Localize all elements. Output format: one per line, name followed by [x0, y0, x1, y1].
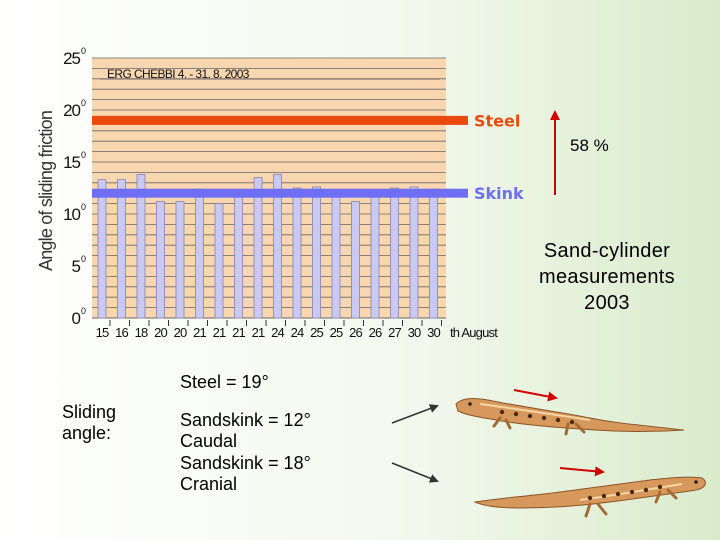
bar: [97, 179, 107, 319]
bar: [195, 188, 204, 319]
chart-title: ERG CHEBBI 4. - 31. 8. 2003: [107, 67, 250, 81]
y-tick-label: 5: [72, 257, 81, 276]
bar: [273, 174, 282, 319]
arrow-icon: [391, 404, 439, 424]
y-tick-label: 15: [63, 153, 80, 172]
arrow-icon: [391, 462, 439, 483]
reference-line-steel: [92, 115, 468, 125]
y-ticks: 0 05 010 015 020 025 0: [63, 46, 86, 328]
reference-line-skink: [92, 188, 468, 198]
x-tick-label: 18: [135, 325, 148, 340]
bar: [117, 179, 126, 319]
bar: [390, 187, 399, 319]
bar: [331, 190, 341, 319]
delta-annotation: 58 %: [570, 136, 609, 155]
y-tick-superscript: 0: [81, 202, 86, 212]
reference-label-steel: Steel: [474, 111, 520, 130]
method-note: Sand-cylinder measurements 2003: [539, 240, 675, 314]
y-tick-superscript: 0: [81, 46, 86, 56]
x-ticks: 15 16 18 20 20 21 21 21 21 24 24 25 25 26 26 27 30 30 th A…: [96, 320, 499, 340]
sandskink-caudal-caption: Sandskink = 12° Caudal: [180, 410, 311, 451]
x-tick-label: 30: [408, 325, 421, 340]
lizard-photo-caudal: [455, 398, 685, 436]
x-tick-label: 21: [193, 325, 206, 340]
bar: [253, 177, 263, 319]
x-tick-label: 25: [310, 325, 323, 340]
y-tick-label: 10: [63, 205, 80, 224]
sandskink-cranial-caption: Sandskink = 18° Cranial: [180, 453, 311, 494]
x-tick-label: 16: [115, 325, 128, 340]
bar: [156, 201, 165, 319]
x-tick-label: 20: [174, 325, 187, 340]
x-tick-label: 30: [427, 325, 440, 340]
bar: [312, 186, 321, 319]
bar: [370, 193, 380, 319]
x-tick-label: 15: [96, 325, 109, 340]
x-tick-label: 24: [291, 325, 304, 340]
x-axis-suffix: th August: [450, 325, 498, 340]
x-tick-label: 21: [232, 325, 245, 340]
x-tick-label: 25: [330, 325, 343, 340]
y-tick-label: 20: [63, 101, 80, 120]
plot-area: [92, 58, 446, 318]
x-tick-label: 26: [349, 325, 362, 340]
bar: [136, 174, 146, 319]
reference-label-skink: Skink: [474, 184, 524, 203]
y-tick-superscript: 0: [81, 306, 86, 316]
y-tick-label: 25: [63, 49, 80, 68]
bar: [409, 186, 419, 319]
bar: [234, 193, 243, 319]
reference-lines: Steel Skink: [92, 111, 524, 203]
x-tick-label: 21: [213, 325, 226, 340]
sliding-angle-label: Sliding angle:: [62, 402, 117, 443]
steel-caption: Steel = 19°: [180, 372, 269, 392]
y-axis-label: Angle of sliding friction: [36, 111, 56, 271]
x-tick-label: 21: [252, 325, 265, 340]
bar: [429, 188, 438, 319]
bar: [351, 201, 360, 319]
x-tick-label: 26: [369, 325, 382, 340]
x-tick-label: 27: [388, 325, 401, 340]
bar: [175, 201, 185, 319]
y-tick-superscript: 0: [81, 98, 86, 108]
y-tick-label: 0: [72, 309, 81, 328]
x-tick-label: 20: [154, 325, 167, 340]
y-tick-superscript: 0: [81, 254, 86, 264]
y-tick-superscript: 0: [81, 150, 86, 160]
bars: [97, 174, 438, 319]
lizard-photo-cranial: [473, 476, 706, 518]
arrow-icon: [559, 466, 605, 477]
bar: [292, 187, 302, 319]
bar: [214, 203, 224, 319]
x-tick-label: 24: [271, 325, 284, 340]
arrow-icon: [513, 389, 558, 402]
